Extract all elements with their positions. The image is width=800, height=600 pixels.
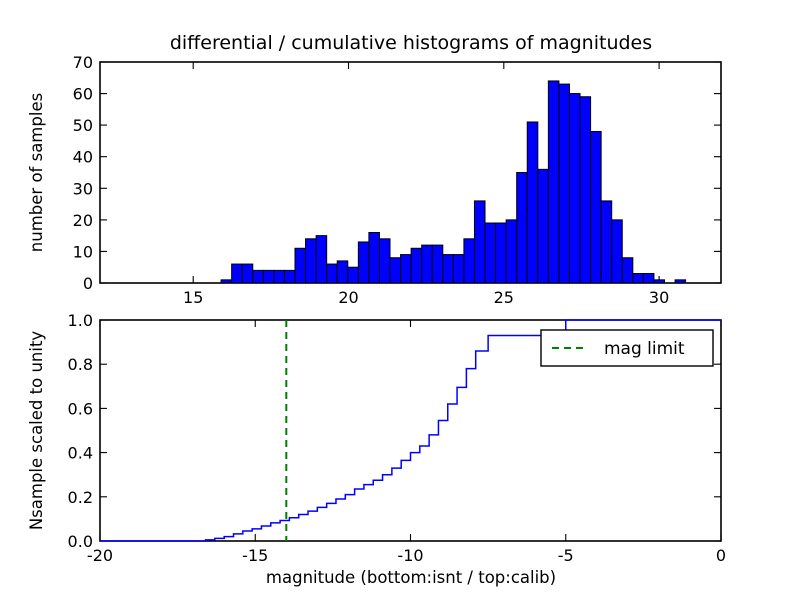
top-x-axis: 15 20 25 30 <box>183 62 669 307</box>
histogram-bar <box>642 273 655 284</box>
histogram-bar <box>336 260 349 284</box>
histogram-bar <box>294 247 307 284</box>
top-ytick-30: 30 <box>73 179 93 198</box>
histogram-bar <box>600 200 613 284</box>
histogram-bar <box>431 244 444 284</box>
legend-label-mag-limit: mag limit <box>604 339 685 359</box>
histogram-bar <box>463 238 475 284</box>
histogram-bars <box>220 80 687 284</box>
histogram-bar <box>378 238 391 284</box>
bottom-panel: 0.0 0.2 0.4 0.6 0.8 1.0 Nsample scaled t… <box>27 311 726 587</box>
figure-title: differential / cumulative histograms of … <box>170 32 652 54</box>
histogram-bar <box>283 269 296 284</box>
bottom-xtick-m5: -5 <box>558 546 574 565</box>
histogram-bar <box>220 279 233 284</box>
top-ytick-0: 0 <box>83 274 93 293</box>
histogram-bar <box>632 273 644 284</box>
bottom-x-axis-label: magnitude (bottom:isnt / top:calib) <box>266 568 556 587</box>
top-ytick-50: 50 <box>73 116 93 135</box>
histogram-bar <box>357 241 370 284</box>
top-xtick-15: 15 <box>183 288 203 307</box>
top-ytick-40: 40 <box>73 148 93 167</box>
histogram-bar <box>241 263 254 284</box>
top-ytick-10: 10 <box>73 242 93 261</box>
histogram-bar <box>590 130 602 284</box>
histogram-bar <box>273 269 285 284</box>
histogram-bar <box>400 254 412 284</box>
top-xtick-30: 30 <box>649 288 669 307</box>
histogram-bar <box>410 247 423 284</box>
top-xtick-20: 20 <box>338 288 358 307</box>
histogram-bar <box>516 172 528 284</box>
bottom-ytick-0p8: 0.8 <box>68 355 93 374</box>
histogram-bar <box>611 219 623 284</box>
bottom-xtick-m10: -10 <box>397 546 423 565</box>
top-ytick-20: 20 <box>73 211 93 230</box>
bottom-y-axis: 0.0 0.2 0.4 0.6 0.8 1.0 Nsample scaled t… <box>27 311 721 551</box>
histogram-bar <box>231 263 243 284</box>
bottom-y-axis-label: Nsample scaled to unity <box>27 331 46 531</box>
bottom-xtick-0: 0 <box>716 546 726 565</box>
histogram-bar <box>547 80 560 284</box>
top-ytick-70: 70 <box>73 53 93 72</box>
bottom-xtick-m20: -20 <box>87 546 113 565</box>
histogram-bar <box>568 93 581 284</box>
histogram-bar <box>473 200 486 284</box>
legend[interactable]: mag limit <box>540 329 714 367</box>
histogram-bar <box>505 219 518 284</box>
histogram-bar <box>452 254 465 284</box>
bottom-x-axis: -20 -15 -10 -5 0 magnitude (bottom:isnt … <box>87 320 726 587</box>
top-plot-frame <box>99 61 722 284</box>
histogram-bar <box>389 257 402 284</box>
histogram-bar <box>579 96 592 284</box>
top-xtick-25: 25 <box>494 288 514 307</box>
histogram-bar <box>305 238 317 284</box>
histogram-bar <box>526 121 539 284</box>
histogram-bar <box>368 231 380 284</box>
histogram-bar <box>674 279 687 284</box>
histogram-bar <box>347 266 359 284</box>
histogram-bar <box>315 235 328 284</box>
histogram-bar <box>421 244 433 284</box>
bottom-ytick-0p0: 0.0 <box>68 532 93 551</box>
histogram-bar <box>495 222 507 284</box>
histogram-bar <box>262 269 275 284</box>
bottom-ytick-0p2: 0.2 <box>68 488 93 507</box>
top-y-axis: 0 10 20 30 40 50 60 70 number of samples <box>27 53 721 293</box>
histogram-bar <box>537 168 549 284</box>
bottom-xtick-m15: -15 <box>242 546 268 565</box>
top-ytick-60: 60 <box>73 85 93 104</box>
histogram-bar <box>558 83 570 284</box>
top-y-axis-label: number of samples <box>27 93 46 252</box>
histogram-bar <box>442 254 454 284</box>
histogram-bar <box>621 257 634 284</box>
bottom-ytick-1p0: 1.0 <box>68 311 93 330</box>
histogram-bar <box>252 269 264 284</box>
histogram-bar <box>326 263 338 284</box>
cumulative-curve <box>100 319 721 542</box>
histogram-bar <box>484 222 497 284</box>
histogram-bar <box>653 279 665 284</box>
bottom-ytick-0p6: 0.6 <box>68 399 93 418</box>
top-panel: differential / cumulative histograms of … <box>27 32 722 307</box>
bottom-ytick-0p4: 0.4 <box>68 444 93 463</box>
